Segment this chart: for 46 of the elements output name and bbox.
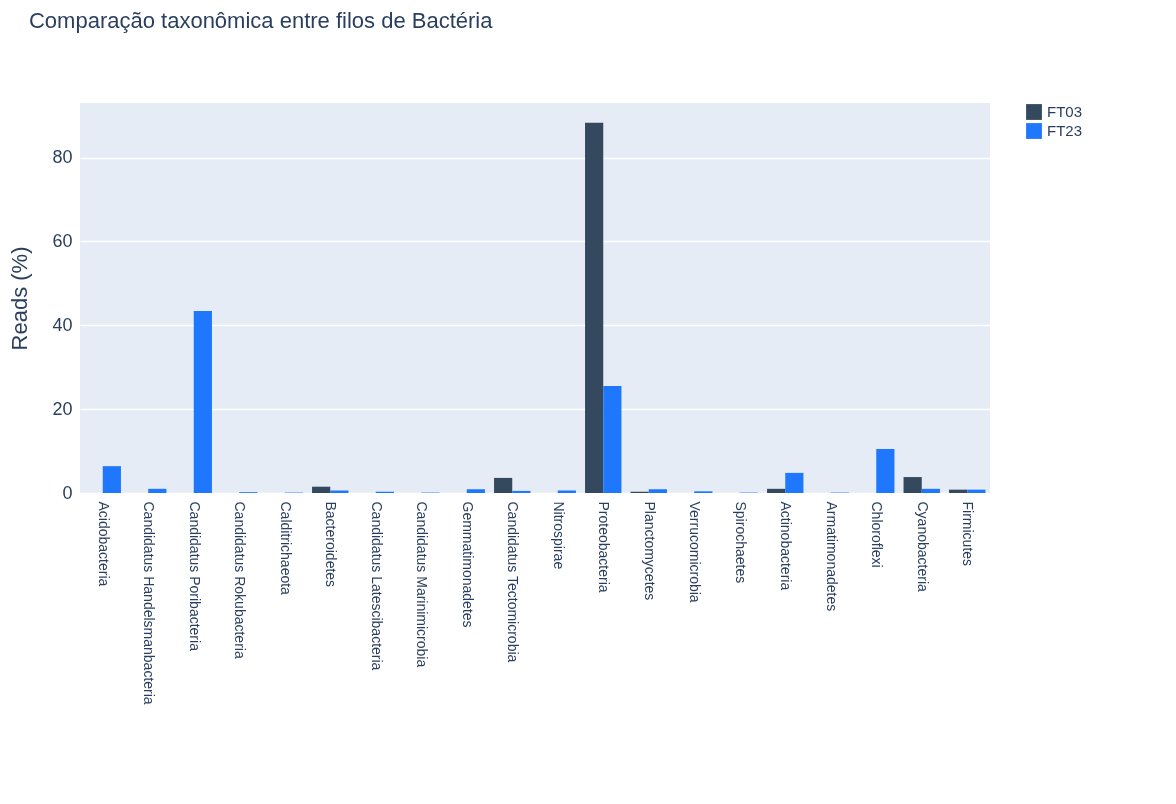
x-tick-label: Proteobacteria xyxy=(596,501,613,593)
y-tick-label: 60 xyxy=(52,230,73,251)
x-tick-label: Candidatus Tectomicrobia xyxy=(505,501,522,663)
x-tick-label: Cyanobacteria xyxy=(914,501,931,592)
bar xyxy=(585,122,604,493)
chart-title: Comparação taxonômica entre filos de Bactéria xyxy=(28,8,494,33)
y-tick-label: 40 xyxy=(52,314,73,335)
bar xyxy=(148,488,167,493)
bar xyxy=(512,490,531,493)
x-tick-label: Planctomycetes xyxy=(641,501,658,601)
y-axis-title: Reads (%) xyxy=(7,246,33,351)
bar xyxy=(603,386,622,493)
x-tick-label: Candidatus Marinimicrobia xyxy=(414,501,431,668)
x-tick-label: Gemmatimonadetes xyxy=(459,501,476,628)
x-tick-label: Bacteroidetes xyxy=(323,501,340,588)
x-tick-label: Verrucomicrobia xyxy=(687,501,704,603)
x-tick-label: Candidatus Rokubacteria xyxy=(232,501,249,659)
bar xyxy=(312,486,331,493)
bar xyxy=(557,490,576,493)
x-tick-label: Armatimonadetes xyxy=(823,501,840,612)
bar xyxy=(102,466,121,493)
x-tick-label: Calditrichaeota xyxy=(277,501,294,596)
bar xyxy=(494,477,513,493)
x-tick-label: Candidatus Handelsmanbacteria xyxy=(141,501,158,705)
x-tick-label: Spirochaetes xyxy=(732,501,749,584)
bar xyxy=(466,489,485,493)
x-tick-label: Firmicutes xyxy=(960,501,977,567)
bar xyxy=(767,488,786,493)
bar xyxy=(648,489,667,493)
legend-label: FT03 xyxy=(1047,103,1083,120)
bar xyxy=(903,477,922,493)
bar xyxy=(876,448,895,493)
x-tick-label: Candidatus Poribacteria xyxy=(186,501,203,652)
bar xyxy=(330,490,349,493)
y-tick-label: 0 xyxy=(62,482,73,503)
x-tick-label: Candidatus Latescibacteria xyxy=(368,501,385,671)
x-tick-label: Nitrospirae xyxy=(550,501,567,570)
bar xyxy=(193,311,212,493)
y-tick-label: 80 xyxy=(52,147,73,168)
bar xyxy=(921,488,940,493)
x-tick-label: Chloroflexi xyxy=(869,501,886,568)
bar xyxy=(785,472,804,493)
y-tick-label: 20 xyxy=(52,398,73,419)
x-tick-label: Acidobacteria xyxy=(95,501,112,587)
legend-label: FT23 xyxy=(1047,122,1083,139)
x-tick-label: Actinobacteria xyxy=(778,501,795,591)
